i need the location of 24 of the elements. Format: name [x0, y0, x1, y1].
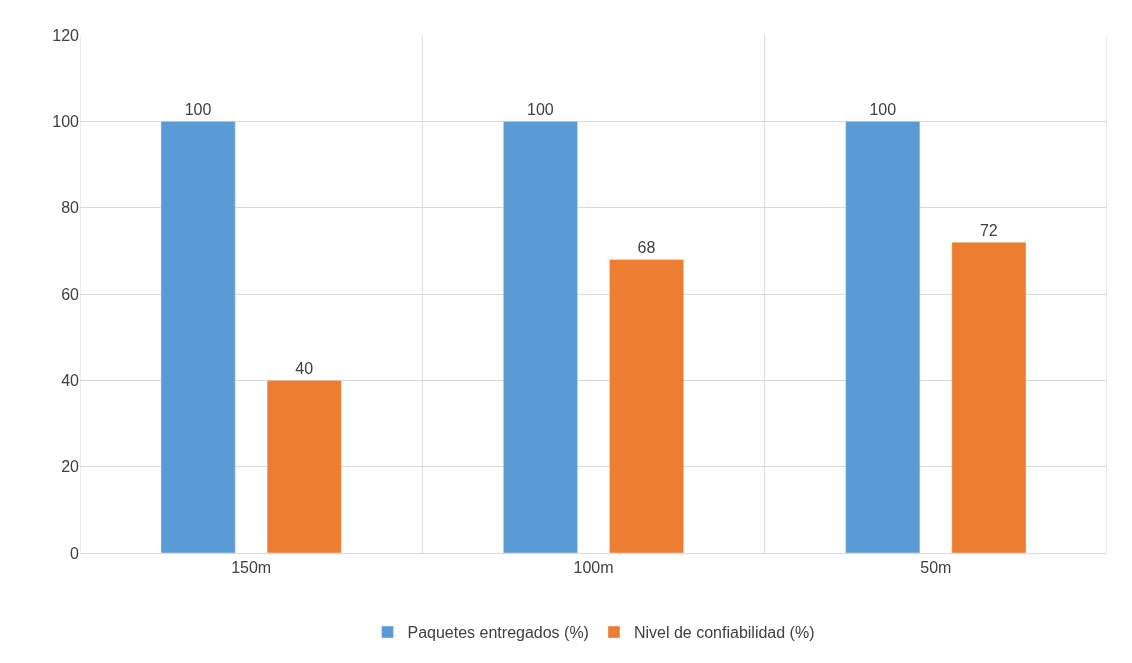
y-tick-label: 20	[61, 458, 80, 476]
bar	[160, 121, 236, 553]
data-label: 100	[184, 101, 212, 119]
data-label: 100	[869, 101, 897, 119]
y-tick-label: 120	[52, 26, 80, 44]
legend-label: Nivel de confiabilidad (%)	[633, 624, 815, 642]
y-tick-label: 40	[61, 371, 80, 389]
y-tick-label: 100	[52, 112, 80, 130]
y-tick-label: 0	[70, 544, 80, 562]
legend-label: Paquetes entregados (%)	[407, 624, 589, 642]
bar	[845, 121, 921, 553]
data-label: 100	[527, 101, 554, 119]
x-tick-label: 50m	[920, 559, 952, 577]
data-label: 72	[979, 222, 998, 240]
bar	[609, 259, 684, 553]
bar	[266, 380, 342, 553]
data-label: 40	[295, 360, 314, 378]
bar	[503, 121, 578, 553]
x-tick-label: 100m	[573, 559, 614, 577]
y-tick-label: 80	[61, 199, 80, 217]
bar	[951, 241, 1027, 553]
y-tick-label: 60	[61, 285, 80, 303]
data-label: 68	[637, 239, 656, 257]
x-tick-label: 150m	[231, 559, 272, 577]
